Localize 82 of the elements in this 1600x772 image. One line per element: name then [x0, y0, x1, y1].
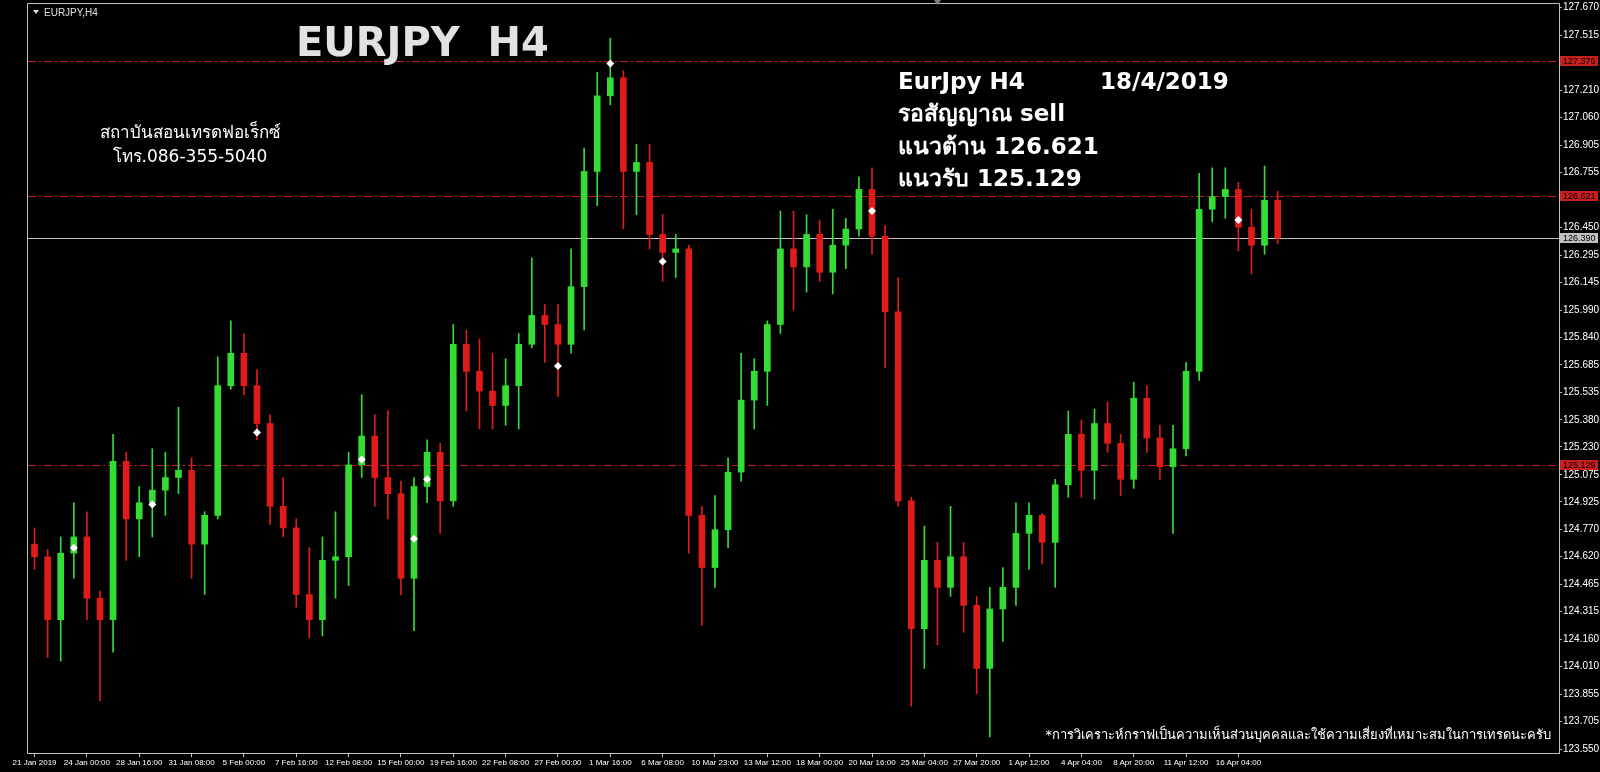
- x-tick-label: 12 Feb 08:00: [325, 758, 373, 767]
- y-tick-label: 126.145: [1563, 275, 1600, 287]
- y-tick-label: 127.515: [1563, 29, 1600, 41]
- x-tick-label: 18 Mar 00:00: [796, 758, 844, 767]
- x-tick-label: 6 Mar 08:00: [641, 758, 685, 767]
- y-tick-label: 127.210: [1563, 84, 1600, 96]
- y-tick-label: 124.465: [1563, 578, 1600, 590]
- x-tick-label: 4 Apr 04:00: [1060, 758, 1103, 767]
- point: [357, 455, 366, 464]
- point: [553, 361, 562, 370]
- y-tick-label: 125.230: [1563, 440, 1600, 452]
- x-tick-label: 28 Jan 16:00: [116, 758, 163, 767]
- x-tick-label: 27 Feb 00:00: [534, 758, 583, 767]
- x-tick-label: 11 Apr 12:00: [1163, 758, 1209, 767]
- x-tick-label: 5 Feb 00:00: [222, 758, 266, 767]
- candlestick: [148, 448, 156, 538]
- ref-line-label: 125.129: [1563, 459, 1596, 470]
- x-tick-label: 1 Apr 12:00: [1008, 758, 1051, 767]
- y-tick-label: 124.925: [1563, 495, 1600, 507]
- y-tick-label: 123.550: [1563, 743, 1600, 755]
- point: [69, 543, 78, 552]
- x-tick-label: 7 Feb 16:00: [274, 758, 319, 767]
- y-tick-label: 123.855: [1563, 688, 1600, 700]
- x-tick-label: 1 Mar 16:00: [588, 758, 633, 767]
- annotation: แนวรับ 125.129: [898, 165, 1082, 193]
- x-tick-label: 22 Feb 08:00: [482, 758, 530, 767]
- candlestick: [1169, 424, 1177, 534]
- y-tick-label: 125.685: [1563, 358, 1600, 370]
- x-tick-label: 13 Mar 12:00: [743, 758, 792, 767]
- y-tick-label: 127.060: [1563, 111, 1600, 123]
- annotation: แนวต้าน 126.621: [898, 133, 1099, 161]
- x-tick-label: 24 Jan 00:00: [63, 758, 111, 767]
- x-tick-label: 21 Jan 2019: [12, 758, 58, 767]
- y-tick-label: 124.315: [1563, 605, 1600, 617]
- y-tick-label: 124.770: [1563, 523, 1600, 535]
- x-tick-label: 31 Jan 08:00: [168, 758, 216, 767]
- point: [423, 475, 432, 484]
- y-tick-label: 125.535: [1563, 385, 1600, 397]
- x-tick-label: 16 Apr 04:00: [1215, 758, 1262, 767]
- y-tick-label: 126.755: [1563, 166, 1600, 178]
- candlestick: [1221, 167, 1229, 219]
- x-tick-label: 25 Mar 04:00: [900, 758, 949, 767]
- y-tick-label: 127.670: [1563, 1, 1600, 13]
- candlestick: [672, 234, 680, 278]
- point: [1234, 216, 1243, 225]
- y-tick-label: 126.295: [1563, 248, 1600, 260]
- ref-line-label: 127.376: [1563, 55, 1596, 66]
- annotation: 18/4/2019: [1100, 68, 1229, 96]
- candlestick: [541, 304, 549, 363]
- y-tick-label: 124.010: [1563, 660, 1600, 672]
- y-tick-label: 125.990: [1563, 303, 1600, 315]
- y-tick-label: 125.840: [1563, 330, 1600, 342]
- y-tick-label: 124.160: [1563, 633, 1600, 645]
- annotation: รอสัญญาณ sell: [898, 100, 1066, 128]
- x-tick-label: 15 Feb 00:00: [377, 758, 426, 767]
- point: [606, 59, 615, 68]
- ref-line-label: 126.390: [1563, 232, 1596, 243]
- annotation: *การวิเคราะห์กราฟเป็นความเห็นส่วนบุคคลและใช้ความเสี่ยงที่เหมาะสมในการเทรดนะครับ: [1045, 727, 1551, 743]
- annotation: โทร.086-355-5040: [112, 146, 268, 167]
- candlestick: [384, 410, 392, 520]
- y-tick-label: 125.380: [1563, 413, 1600, 425]
- y-tick-label: 124.620: [1563, 550, 1600, 562]
- point: [410, 534, 419, 543]
- point: [253, 428, 261, 437]
- point: [868, 207, 877, 216]
- annotation: สถาบันสอนเทรดฟอเร็กซ์: [99, 122, 281, 143]
- x-tick-label: 8 Apr 20:00: [1113, 758, 1155, 767]
- x-tick-label: 19 Feb 16:00: [429, 758, 478, 767]
- candlestick: [135, 486, 143, 558]
- x-tick-label: 27 Mar 20:00: [953, 758, 1001, 767]
- x-tick-label: 10 Mar 23:00: [691, 758, 740, 767]
- y-tick-label: 125.075: [1563, 468, 1600, 480]
- annotation: EurJpy H4: [898, 68, 1025, 96]
- point: [658, 257, 667, 266]
- annotation: EURJPY,H4: [44, 7, 98, 19]
- ref-line-label: 126.621: [1563, 190, 1596, 201]
- y-tick-label: 123.705: [1563, 715, 1600, 727]
- chart-title: EURJPY H4: [296, 19, 549, 65]
- y-tick-label: 126.905: [1563, 139, 1600, 151]
- x-tick-label: 20 Mar 16:00: [848, 758, 897, 767]
- y-tick-label: 126.450: [1563, 221, 1600, 233]
- point: [148, 500, 157, 509]
